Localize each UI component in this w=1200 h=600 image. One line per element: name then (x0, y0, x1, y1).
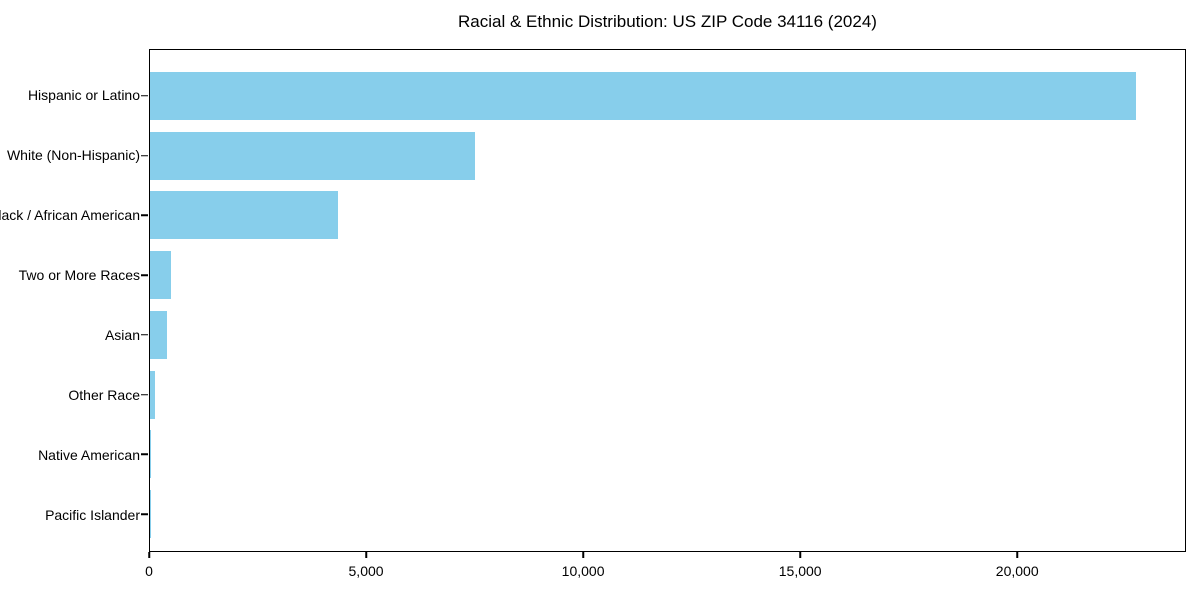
y-axis-tick (141, 214, 148, 217)
x-axis-tick (365, 552, 367, 558)
bar (150, 131, 475, 180)
y-axis-tick (141, 513, 148, 515)
bar-row (141, 245, 1185, 305)
y-axis-label: Two or More Races (18, 267, 140, 283)
x-axis-tick-label: 5,000 (348, 563, 384, 579)
y-axis-label: Pacific Islander (45, 507, 140, 523)
y-axis-label: Asian (104, 327, 140, 343)
bar (150, 251, 171, 300)
x-axis-tick-label: 10,000 (561, 563, 605, 579)
bar-rows (141, 50, 1185, 551)
bar (150, 310, 167, 359)
bar-row (141, 126, 1185, 186)
x-axis-tick (148, 552, 150, 558)
bar (150, 191, 339, 240)
bar-row (141, 484, 1185, 544)
bar-row (141, 425, 1185, 485)
x-axis-tick-label: 0 (145, 563, 153, 579)
y-axis-tick (141, 453, 148, 456)
bar-row (141, 305, 1185, 365)
x-axis-tick (799, 552, 801, 558)
bar-row (141, 186, 1185, 246)
x-axis-tick-label: 20,000 (995, 563, 1039, 579)
bar (150, 71, 1136, 120)
x-axis-tick-label: 15,000 (778, 563, 822, 579)
y-axis-labels: Hispanic or Latino White (Non-Hispanic) Bl… (0, 49, 140, 552)
chart-title: Racial & Ethnic Distribution: US ZIP Cod… (458, 12, 877, 31)
y-axis-tick (141, 154, 148, 157)
y-axis-label: Black / African American (0, 207, 140, 223)
bar-row (141, 365, 1185, 425)
y-axis-tick (141, 274, 148, 276)
bar (150, 430, 152, 479)
bar-row (141, 66, 1185, 126)
y-axis-label: Native American (38, 447, 140, 463)
plot-area (141, 49, 1186, 552)
bar (150, 370, 155, 419)
y-axis-tick (141, 95, 148, 97)
x-axis-tick (582, 552, 584, 558)
x-axis-tick (1016, 552, 1018, 558)
y-axis-tick (141, 393, 148, 396)
y-axis-label: White (Non-Hispanic) (6, 147, 140, 163)
y-axis-label: Other Race (68, 387, 140, 403)
y-axis-label: Hispanic or Latino (27, 87, 140, 103)
x-axis: 0 5,000 10,000 15,000 20,000 (145, 552, 1186, 592)
y-axis-tick (141, 334, 148, 336)
